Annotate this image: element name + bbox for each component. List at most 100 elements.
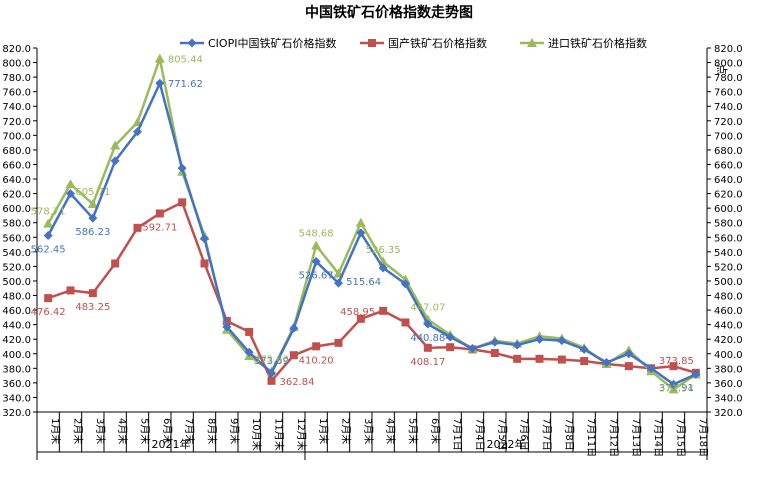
legend-item: 进口铁矿石价格指数 [520, 36, 647, 50]
data-point [334, 278, 343, 288]
y-unit-label: 点 [715, 64, 728, 75]
y-tick-label-right: 760.0 [714, 88, 743, 99]
data-label: 458.95 [340, 307, 375, 318]
x-tick-label: 7月18日 [697, 418, 709, 457]
data-point [512, 340, 522, 350]
x-tick-label: 11月末 [273, 418, 286, 451]
data-point [154, 53, 165, 63]
y-tick-label-right: 700.0 [714, 131, 743, 142]
x-tick-label: 1月末 [49, 418, 62, 444]
data-point [490, 337, 500, 347]
series-line [47, 81, 697, 386]
x-tick-label: 6月末 [161, 418, 174, 444]
data-point [401, 279, 410, 289]
data-label: 408.17 [410, 357, 445, 368]
data-point [557, 355, 566, 364]
data-point [423, 343, 432, 352]
legend-label: 国产铁矿石价格指数 [388, 36, 487, 50]
y-tick-label-left: 620.0 [2, 190, 31, 201]
legend-label: CIOPI中国铁矿石价格指数 [208, 36, 336, 50]
x-tick-label: 7月14日 [652, 418, 664, 457]
x-tick-label: 2月末 [340, 418, 353, 444]
y-axis-left: 320.0 340.0 360.0 380.0 400.0 420.0 440.0 460.0… [2, 44, 37, 419]
data-point [668, 384, 679, 394]
y-tick-label-left: 460.0 [2, 306, 31, 317]
data-point [513, 354, 522, 363]
data-point [311, 257, 321, 267]
data-label: 805.44 [168, 55, 203, 66]
y-tick-label-left: 560.0 [2, 233, 31, 244]
x-tick-label: 2月末 [72, 418, 85, 444]
x-tick-label: 7月6日 [518, 418, 530, 451]
y-tick-label-left: 400.0 [2, 350, 31, 361]
data-point [289, 351, 298, 360]
y-tick-label-left: 500.0 [2, 277, 31, 288]
y-tick-label-left: 780.0 [2, 73, 31, 84]
y-tick-label-right: 500.0 [714, 277, 743, 288]
x-tick-label: 7月12日 [608, 418, 620, 457]
y-tick-label-right: 820.0 [714, 44, 743, 55]
legend-item: 国产铁矿石价格指数 [360, 36, 487, 50]
y-tick-label-left: 680.0 [2, 146, 31, 157]
y-tick-label-left: 820.0 [2, 44, 31, 55]
data-point [468, 344, 477, 354]
data-point [200, 234, 209, 244]
data-point [602, 357, 611, 367]
data-point [446, 343, 455, 352]
x-tick-label: 7月末 [183, 418, 196, 444]
data-point [445, 332, 455, 342]
y-tick-label-right: 540.0 [714, 248, 743, 259]
data-point [133, 223, 142, 232]
x-tick-label: 7月4日 [474, 418, 486, 451]
x-tick-label: 10月末 [250, 418, 263, 451]
y-tick-label-right: 660.0 [714, 160, 743, 171]
y-tick-label-right: 640.0 [714, 175, 743, 186]
data-point [155, 209, 164, 218]
y-tick-label-left: 700.0 [2, 131, 31, 142]
y-tick-label-left: 600.0 [2, 204, 31, 215]
data-point [178, 198, 187, 207]
y-tick-label-right: 460.0 [714, 306, 743, 317]
legend: CIOPI中国铁矿石价格指数 国产铁矿石价格指数 进口铁矿石价格指数 [180, 36, 647, 50]
data-label: 483.25 [75, 302, 110, 313]
x-tick-label: 12月末 [295, 418, 308, 451]
y-tick-label-left: 440.0 [2, 321, 31, 332]
data-point [43, 230, 53, 240]
x-tick-label: 7月15日 [675, 418, 687, 457]
y-tick-label-left: 320.0 [2, 408, 31, 419]
x-tick-label: 7月13日 [630, 418, 642, 457]
data-label: 371.91 [659, 383, 694, 394]
data-point [88, 213, 98, 223]
data-label: 373.59 [254, 356, 289, 367]
data-point [44, 294, 53, 303]
data-label: 371.54 [659, 383, 694, 394]
y-tick-label-left: 580.0 [2, 219, 31, 230]
y-tick-label-right: 440.0 [714, 321, 743, 332]
x-tick-label: 3月末 [94, 418, 107, 444]
data-point [267, 368, 276, 378]
y-tick-label-left: 420.0 [2, 335, 31, 346]
x-tick-label: 3月末 [362, 418, 375, 444]
x-tick-label: 7月5日 [496, 418, 508, 451]
data-label: 375.63 [254, 355, 289, 366]
data-point [133, 127, 142, 137]
data-label: 578.71 [31, 207, 66, 218]
x-tick-label: 7月7日 [541, 418, 553, 451]
data-label: 373.85 [659, 356, 694, 367]
data-point [624, 349, 634, 359]
y-tick-label-right: 520.0 [714, 262, 743, 273]
data-point [244, 347, 254, 357]
x-axis: 1月末 2月末 3月末 4月末 5月末 6月末 7月末 8月末 9月末 10月末 11月末 12月末 1… [36, 412, 709, 460]
y-tick-label-left: 480.0 [2, 292, 31, 303]
data-point [222, 322, 232, 332]
y-axis-right: 320.0 340.0 360.0 380.0 400.0 420.0 440.0 460.0… [707, 44, 743, 419]
data-label: 362.84 [280, 377, 315, 388]
data-point [110, 156, 120, 166]
x-group-label: 2022年 [487, 437, 526, 451]
chart-title: 中国铁矿石价格指数走势图 [305, 4, 473, 21]
y-tick-label-left: 660.0 [2, 160, 31, 171]
data-point [88, 289, 97, 298]
data-point [580, 357, 589, 366]
y-tick-label-left: 800.0 [2, 59, 31, 70]
